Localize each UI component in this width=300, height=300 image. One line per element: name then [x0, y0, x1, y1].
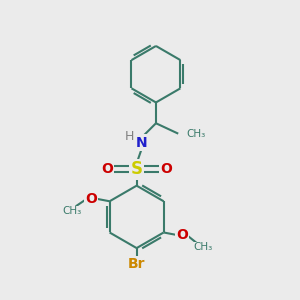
- Text: Br: Br: [128, 257, 146, 272]
- Text: CH₃: CH₃: [193, 242, 212, 252]
- Text: N: N: [136, 136, 148, 150]
- Text: O: O: [101, 162, 113, 176]
- Text: S: S: [130, 160, 142, 178]
- Text: O: O: [85, 192, 97, 206]
- Text: O: O: [176, 228, 188, 242]
- Text: CH₃: CH₃: [187, 129, 206, 139]
- Text: H: H: [124, 130, 134, 142]
- Text: O: O: [160, 162, 172, 176]
- Text: CH₃: CH₃: [62, 206, 82, 216]
